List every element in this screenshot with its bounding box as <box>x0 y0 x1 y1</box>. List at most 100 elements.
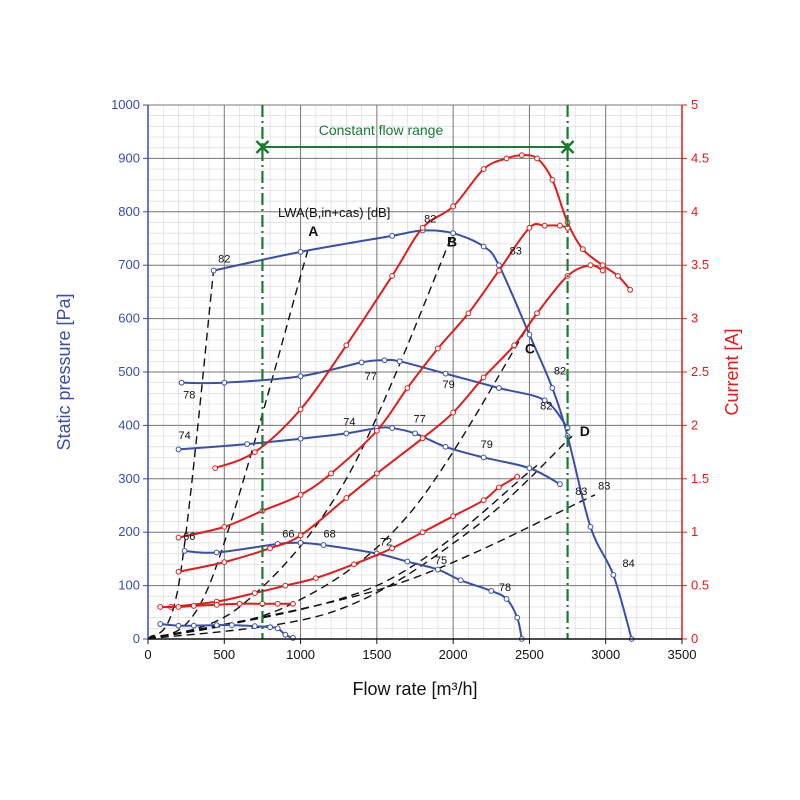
y-tick-label-right: 2 <box>691 417 698 432</box>
current-point <box>290 600 296 607</box>
pressure-point <box>557 481 563 488</box>
pressure-point <box>274 625 281 632</box>
system-curve-letter: A <box>308 223 318 239</box>
pressure-point <box>480 454 487 461</box>
x-tick-label: 1500 <box>362 647 391 662</box>
pressure-point <box>442 443 449 450</box>
noise-level-label: 83 <box>575 486 587 498</box>
pressure-point <box>221 379 228 386</box>
pressure-point <box>229 622 235 629</box>
pressure-point <box>190 622 197 629</box>
noise-level-label: 82 <box>554 366 566 378</box>
current-point <box>267 545 273 552</box>
current-point <box>419 224 426 231</box>
pressure-point <box>526 465 533 472</box>
pressure-point <box>320 542 327 548</box>
pressure-point <box>457 577 464 584</box>
noise-level-label: 82 <box>540 400 552 412</box>
pressure-point <box>358 359 365 366</box>
noise-level-label: 82 <box>424 213 436 225</box>
current-point <box>599 262 606 269</box>
noise-level-label: 66 <box>282 529 294 541</box>
constant-flow-range <box>255 105 575 639</box>
current-point <box>351 561 357 568</box>
current-point <box>496 267 502 274</box>
x-tick-label: 2500 <box>515 647 544 662</box>
current-point <box>465 310 472 317</box>
current-point <box>615 272 621 279</box>
pressure-point <box>514 614 521 621</box>
pressure-point <box>496 262 502 269</box>
range-marker-icon <box>560 140 575 154</box>
system-curve-S3 <box>147 464 538 640</box>
pressure-point <box>251 623 258 630</box>
y-tick-label-left: 800 <box>118 204 140 219</box>
current-point <box>450 409 457 416</box>
current-point <box>587 262 594 269</box>
y-tick-label-left: 100 <box>118 578 140 593</box>
x-tick-label: 0 <box>144 647 151 662</box>
pressure-curve-P2 <box>181 358 569 429</box>
pressure-curve-P5 <box>160 623 294 639</box>
pressure-point <box>297 435 304 442</box>
noise-level-label: 72 <box>380 537 392 549</box>
current-point <box>312 575 319 582</box>
current-point <box>212 465 219 472</box>
current-point <box>389 272 396 279</box>
current-point <box>419 529 426 536</box>
noise-level-label: 82 <box>218 254 230 266</box>
x-tick-label: 2000 <box>439 647 468 662</box>
y-tick-label-left: 600 <box>118 311 140 326</box>
noise-level-label: 66 <box>183 531 195 543</box>
y-tick-label-right: 0.5 <box>691 578 709 593</box>
pressure-point <box>434 566 441 573</box>
y-tick-label-right: 4.5 <box>691 150 709 165</box>
system-curve-letter: C <box>525 340 535 356</box>
pressure-point <box>610 572 617 578</box>
pressure-point <box>267 624 273 631</box>
noise-level-label: 68 <box>323 529 335 541</box>
system-curve-B <box>147 232 454 640</box>
noise-level-label: 75 <box>435 555 447 567</box>
current-curve-I4 <box>170 475 518 608</box>
current-point <box>389 545 396 552</box>
current-point <box>419 435 426 442</box>
pressure-point <box>541 397 548 404</box>
current-point <box>221 523 228 530</box>
current-point <box>518 152 525 159</box>
current-point <box>343 342 350 349</box>
pressure-point <box>488 588 495 594</box>
current-point <box>274 600 281 607</box>
y-axis-label-left: Static pressure [Pa] <box>54 293 74 450</box>
x-tick-label: 500 <box>213 647 235 662</box>
current-point <box>480 374 487 381</box>
y-tick-label-left: 0 <box>133 631 140 646</box>
current-point <box>496 484 502 491</box>
current-point <box>434 345 441 352</box>
pressure-point <box>404 558 411 565</box>
noise-level-label: 79 <box>442 379 454 391</box>
y-tick-label-left: 200 <box>118 524 140 539</box>
y-tick-label-right: 1.5 <box>691 471 709 486</box>
current-point <box>450 513 457 520</box>
pressure-point <box>442 370 449 377</box>
system-curve-A2 <box>147 270 215 640</box>
current-point <box>511 342 518 349</box>
current-point <box>480 166 487 172</box>
system-curve-letter: D <box>580 423 590 439</box>
pressure-point <box>297 539 304 546</box>
pressure-curves <box>157 227 635 642</box>
current-point <box>190 602 197 609</box>
pressure-point <box>210 267 217 274</box>
current-point <box>557 222 563 229</box>
axes: 0 500 1000 1500 2000 2500 3000 3500010020030040… <box>111 97 709 662</box>
y-tick-label-left: 500 <box>118 364 140 379</box>
pressure-point <box>389 232 396 239</box>
current-point <box>514 473 521 480</box>
noise-level-label: 78 <box>499 582 511 594</box>
y-axis-label-right: Current [A] <box>722 328 742 415</box>
legend-label: LWA(B,in+cas) [dB] <box>278 205 390 220</box>
current-point <box>404 385 411 391</box>
current-point <box>251 590 258 596</box>
